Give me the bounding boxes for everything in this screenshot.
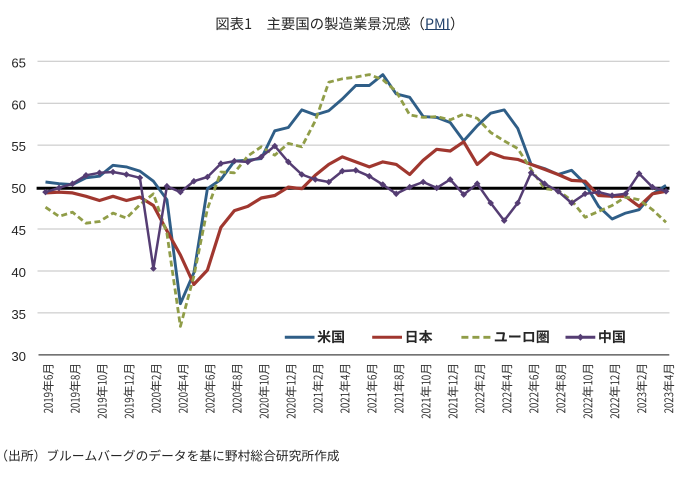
svg-text:50: 50 bbox=[11, 181, 26, 196]
svg-text:55: 55 bbox=[11, 139, 26, 154]
svg-text:65: 65 bbox=[11, 55, 26, 70]
svg-text:60: 60 bbox=[11, 97, 26, 112]
svg-text:35: 35 bbox=[11, 307, 26, 322]
svg-text:30: 30 bbox=[11, 349, 26, 364]
svg-text:45: 45 bbox=[11, 223, 26, 238]
svg-text:40: 40 bbox=[11, 265, 26, 280]
